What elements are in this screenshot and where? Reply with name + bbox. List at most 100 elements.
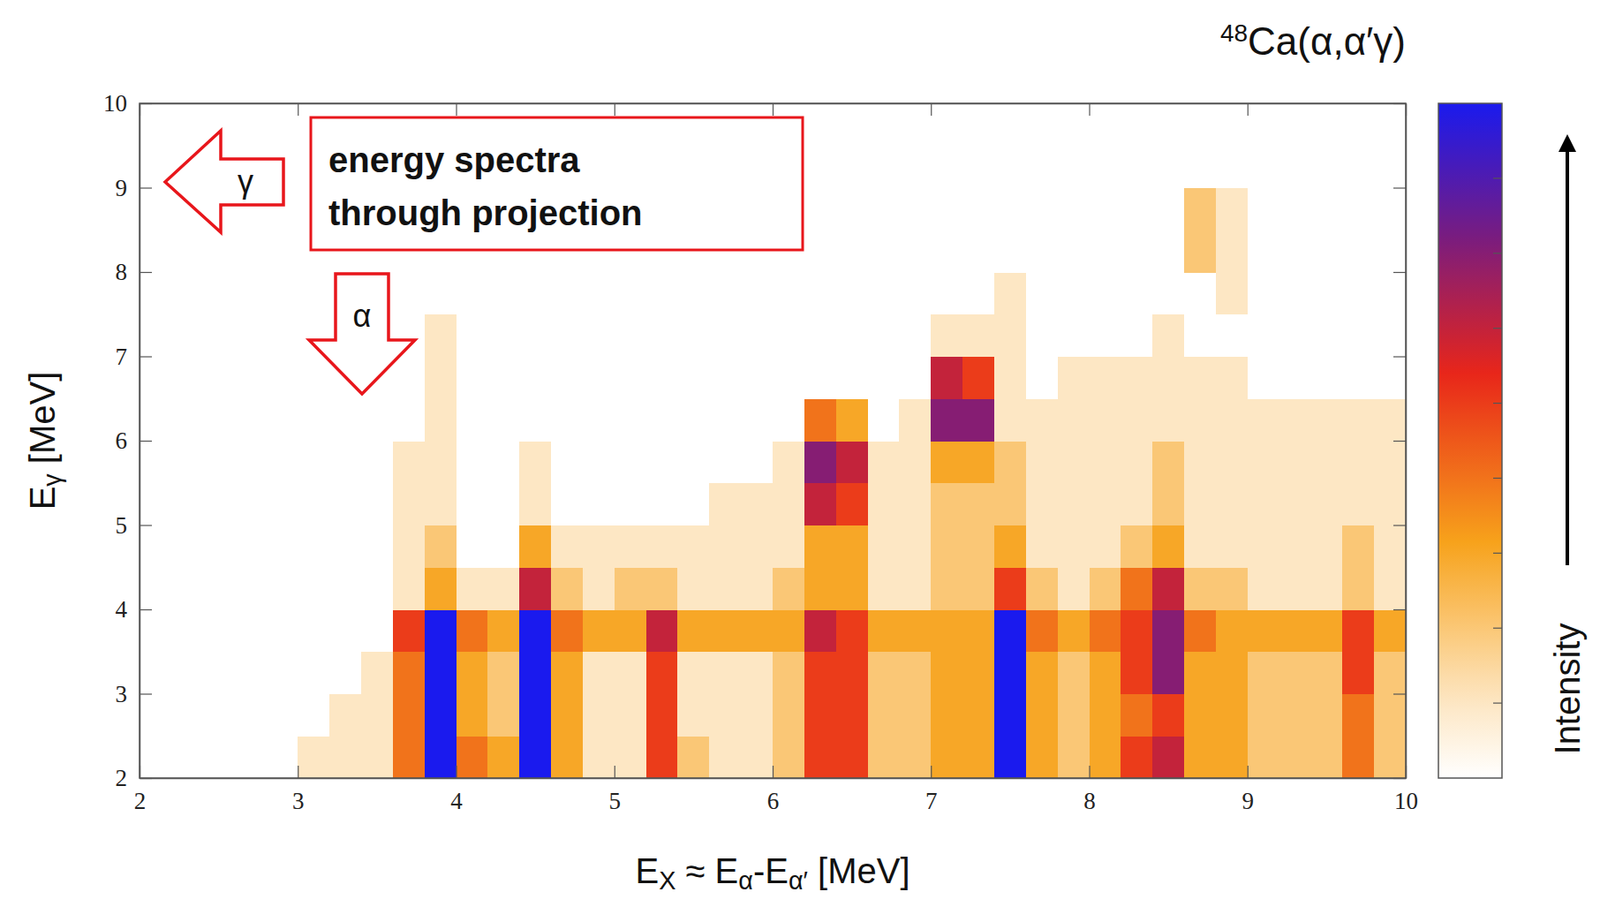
heatmap-cell <box>994 229 1027 272</box>
heatmap-cell <box>1120 483 1153 526</box>
heatmap-cell <box>1247 356 1280 400</box>
tick <box>1393 440 1406 442</box>
heatmap-cell <box>962 356 995 400</box>
heatmap-cell <box>1279 525 1312 568</box>
heatmap-cell <box>867 398 900 441</box>
heatmap-cell <box>646 483 679 526</box>
heatmap-cell <box>519 314 551 357</box>
heatmap-cell <box>1120 229 1153 272</box>
heatmap-cell <box>139 609 172 652</box>
heatmap-cell <box>1215 103 1248 146</box>
tick-label: 5 <box>609 787 622 815</box>
heatmap-cell <box>1279 651 1312 695</box>
annotation-text: through projection <box>328 193 643 233</box>
heatmap-cell <box>1373 314 1406 357</box>
heatmap-cell <box>203 525 235 568</box>
heatmap-cell <box>1120 271 1153 315</box>
heatmap-cell <box>867 694 900 737</box>
heatmap-cell <box>962 271 995 315</box>
tick-label: 9 <box>1242 787 1255 815</box>
heatmap-cell <box>1247 609 1280 652</box>
tick-mark <box>1393 355 1406 357</box>
heatmap-cell <box>234 651 267 695</box>
heatmap-cell <box>550 356 583 400</box>
heatmap-cell <box>804 566 837 610</box>
heatmap-cell <box>804 735 837 778</box>
heatmap-cell <box>550 483 583 526</box>
heatmap-cell <box>1310 103 1343 146</box>
heatmap-cell <box>709 609 741 652</box>
heatmap-cell <box>1342 314 1374 357</box>
colorbar-tick <box>1493 327 1502 329</box>
heatmap-cell <box>1057 694 1090 737</box>
heatmap-cell <box>582 694 615 737</box>
heatmap-cell <box>1057 229 1090 272</box>
heatmap-cell <box>1247 271 1280 315</box>
tick-mark <box>1088 765 1090 778</box>
heatmap-cell <box>171 651 204 695</box>
heatmap-cell <box>677 694 710 737</box>
heatmap-cell <box>740 694 773 737</box>
heatmap-cell <box>1120 188 1153 231</box>
heatmap-cell <box>550 735 583 778</box>
heatmap-cell <box>171 440 204 484</box>
heatmap-cell <box>1279 314 1312 357</box>
heatmap-cell <box>1342 271 1374 315</box>
heatmap-cell <box>392 440 425 484</box>
heatmap-cell <box>487 356 520 400</box>
heatmap-cell <box>139 271 172 315</box>
heatmap-cell <box>139 398 172 441</box>
tick-mark <box>930 103 932 116</box>
heatmap-cell <box>519 356 551 400</box>
heatmap-cell <box>1373 651 1406 695</box>
heatmap-cell <box>1184 651 1216 695</box>
alpha-arrow-label: α <box>353 297 372 334</box>
heatmap-cell <box>836 651 868 695</box>
heatmap-cell <box>772 356 805 400</box>
heatmap-cell <box>867 314 900 357</box>
heatmap-cell <box>1215 398 1248 441</box>
tick-label: 2 <box>134 787 147 815</box>
heatmap-cell <box>1247 735 1280 778</box>
heatmap-cell <box>994 103 1027 146</box>
tick-mark <box>1247 765 1249 778</box>
heatmap-cell <box>1247 145 1280 189</box>
heatmap-cell <box>456 398 489 441</box>
heatmap-cell <box>1373 229 1406 272</box>
tick-mark <box>139 693 152 695</box>
heatmap-cell <box>1120 651 1153 695</box>
heatmap-cell <box>1215 229 1248 272</box>
heatmap-cell <box>582 398 615 441</box>
heatmap-cell <box>1373 694 1406 737</box>
heatmap-cell <box>1152 314 1185 357</box>
heatmap-cell <box>361 651 393 695</box>
heatmap-cell <box>962 651 995 695</box>
heatmap-cell <box>1184 566 1216 610</box>
heatmap-cell <box>962 103 995 146</box>
tick-label: 3 <box>292 787 305 815</box>
heatmap-cell <box>1247 566 1280 610</box>
tick <box>456 103 458 116</box>
heatmap-cell <box>1026 735 1058 778</box>
heatmap-cell <box>1026 145 1058 189</box>
heatmap-cell <box>677 525 710 568</box>
heatmap-cell <box>867 483 900 526</box>
heatmap-cell <box>424 735 457 778</box>
heatmap-cell <box>392 609 425 652</box>
heatmap-cell <box>614 440 647 484</box>
heatmap-cell <box>709 440 741 484</box>
heatmap-cell <box>1057 145 1090 189</box>
heatmap-cell <box>1342 229 1374 272</box>
heatmap-cell <box>962 440 995 484</box>
heatmap-cell <box>1310 398 1343 441</box>
heatmap-cell <box>1152 525 1185 568</box>
heatmap-cell <box>456 694 489 737</box>
tick-label: 10 <box>103 90 128 117</box>
heatmap-cell <box>1279 398 1312 441</box>
heatmap-cell <box>1089 566 1122 610</box>
heatmap-cell <box>836 188 868 231</box>
heatmap-cell <box>646 609 679 652</box>
alpha-arrow <box>309 273 416 394</box>
heatmap-cell <box>1026 271 1058 315</box>
tick-mark <box>772 103 774 116</box>
